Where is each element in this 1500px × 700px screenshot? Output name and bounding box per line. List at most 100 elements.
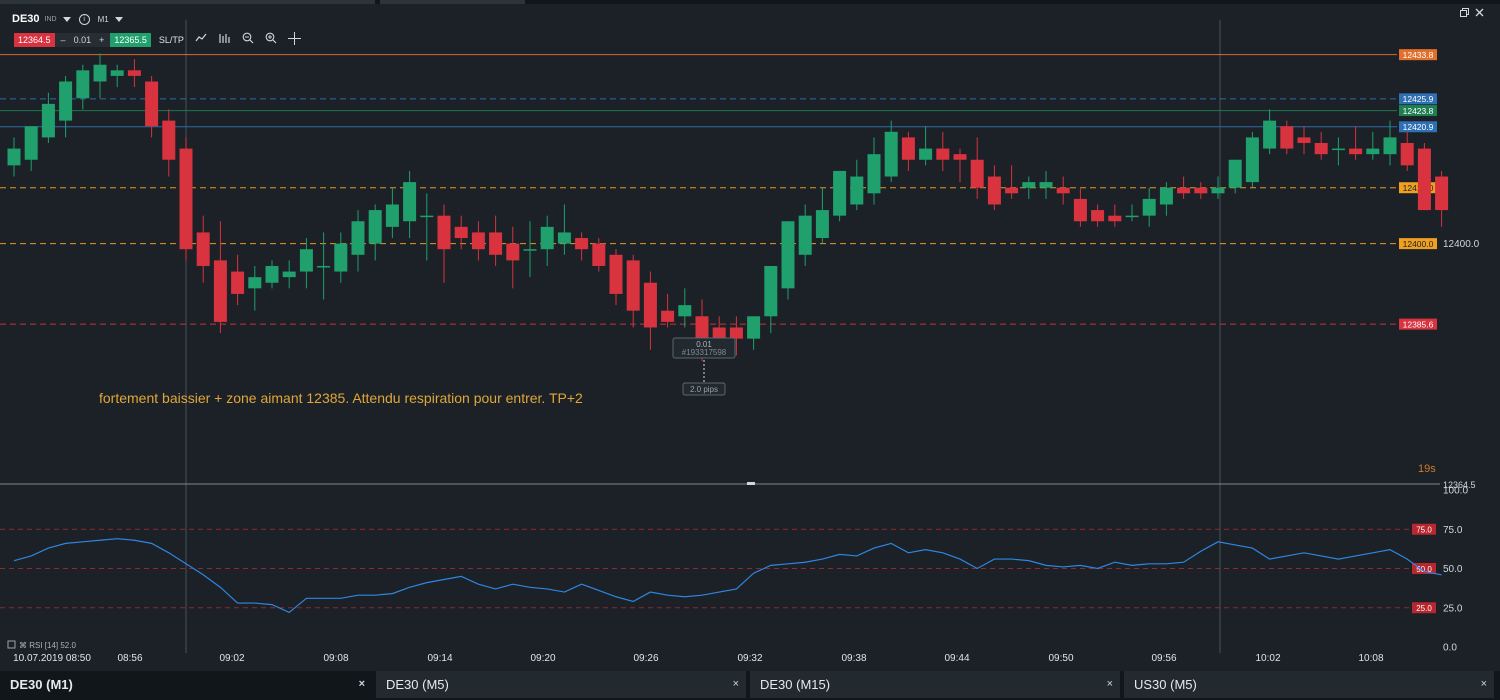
lot-value[interactable]: 0.01 bbox=[73, 34, 92, 45]
sell-button[interactable]: 12364.5 bbox=[14, 32, 55, 47]
pips-box bbox=[682, 382, 726, 396]
candle-body bbox=[162, 120, 176, 160]
chart-annotation[interactable]: fortement baissier + zone aimant 12385. … bbox=[99, 390, 583, 406]
lot-decrease-button[interactable]: – bbox=[60, 34, 66, 45]
candle-body bbox=[695, 316, 709, 345]
symbol-name[interactable]: DE30 bbox=[12, 13, 40, 25]
x-axis-tick-label: 09:38 bbox=[841, 653, 866, 664]
rsi-axis-tick-label: 75.0 bbox=[1443, 525, 1463, 536]
tab-us30-m5[interactable]: US30 (M5) × bbox=[1124, 671, 1494, 698]
crosshair-icon[interactable] bbox=[287, 31, 301, 48]
tab-label: DE30 (M15) bbox=[760, 677, 831, 692]
candle-body bbox=[1159, 187, 1173, 205]
candle-body bbox=[867, 154, 881, 194]
tab-close-icon[interactable]: × bbox=[358, 678, 365, 690]
price-level-label: 12425.9 bbox=[1403, 94, 1434, 104]
chart-header: DE30 IND i M1 bbox=[0, 8, 123, 30]
tab-close-icon[interactable]: × bbox=[732, 678, 739, 690]
current-price-label: 12364.5 bbox=[1443, 480, 1476, 490]
top-strip-segment bbox=[0, 0, 375, 4]
candle-body bbox=[24, 126, 38, 160]
tab-de30-m5[interactable]: DE30 (M5) × bbox=[376, 671, 746, 698]
price-level-label-bg bbox=[1399, 105, 1437, 117]
candle-body bbox=[1245, 137, 1259, 183]
candle-body bbox=[523, 249, 537, 251]
tab-label: DE30 (M1) bbox=[10, 677, 73, 692]
candle-body bbox=[1228, 159, 1242, 188]
symbol-dropdown-icon[interactable] bbox=[62, 16, 71, 22]
buy-button[interactable]: 12365.5 bbox=[110, 32, 151, 47]
candle-body bbox=[334, 243, 348, 272]
tab-de30-m15[interactable]: DE30 (M15) × bbox=[750, 671, 1120, 698]
candle-body bbox=[540, 226, 554, 250]
candle-body bbox=[1435, 176, 1449, 211]
order-lot: 0.01 bbox=[696, 340, 712, 349]
tab-close-icon[interactable]: × bbox=[1106, 678, 1113, 690]
lot-increase-button[interactable]: + bbox=[99, 34, 105, 45]
timeframe-dropdown-icon[interactable] bbox=[114, 16, 123, 22]
order-box[interactable] bbox=[672, 337, 736, 359]
tab-de30-m1[interactable]: DE30 (M1) × bbox=[0, 671, 372, 698]
x-axis-tick-label: 08:56 bbox=[117, 653, 142, 664]
chart-canvas[interactable]: 12433.812425.912423.812420.912410.012400… bbox=[0, 0, 1500, 671]
lot-stepper[interactable]: – 0.01 + bbox=[54, 32, 111, 47]
candle-body bbox=[282, 271, 296, 278]
x-axis-tick-label: 09:14 bbox=[427, 653, 452, 664]
candle-body bbox=[1142, 198, 1156, 216]
candle-body bbox=[901, 137, 915, 160]
y-axis-tick-label: 12400.0 bbox=[1443, 239, 1480, 250]
candle-body bbox=[936, 148, 950, 160]
tab-label: US30 (M5) bbox=[1134, 677, 1197, 692]
timeframe-selector[interactable]: M1 bbox=[97, 14, 109, 24]
rsi-legend[interactable]: ⌘ RSI [14] 52.0 bbox=[19, 641, 76, 650]
candle-body bbox=[1211, 187, 1225, 194]
candle-body bbox=[1108, 215, 1122, 222]
line-chart-icon[interactable] bbox=[195, 33, 207, 46]
candle-body bbox=[1349, 148, 1363, 155]
candle-body bbox=[626, 260, 640, 311]
candle-body bbox=[41, 103, 55, 138]
candle-body bbox=[1297, 137, 1311, 143]
candle-body bbox=[833, 170, 847, 216]
zoom-in-icon[interactable] bbox=[265, 32, 277, 47]
candle-body bbox=[643, 282, 657, 328]
candle-body bbox=[265, 265, 279, 283]
info-icon[interactable]: i bbox=[78, 13, 90, 25]
zoom-out-icon[interactable] bbox=[242, 32, 254, 47]
rsi-line bbox=[13, 538, 1442, 614]
indicators-icon[interactable] bbox=[218, 33, 231, 47]
candle-body bbox=[1073, 198, 1087, 222]
pane-resize-handle[interactable] bbox=[747, 482, 755, 485]
x-axis-tick-label: 10:08 bbox=[1358, 653, 1383, 664]
rsi-axis-tick-label: 25.0 bbox=[1443, 603, 1463, 614]
candle-body bbox=[471, 232, 485, 250]
candle-body bbox=[248, 277, 262, 289]
candle-body bbox=[1417, 148, 1431, 211]
rsi-level-label-bg bbox=[1412, 563, 1436, 574]
candle-body bbox=[403, 182, 417, 222]
candle-body bbox=[59, 81, 73, 121]
candle-body bbox=[1022, 182, 1036, 188]
candle-body bbox=[93, 64, 107, 82]
tab-close-icon[interactable]: × bbox=[1480, 678, 1487, 690]
candle-body bbox=[506, 243, 520, 261]
candle-body bbox=[213, 260, 227, 322]
price-level-label: 12423.8 bbox=[1403, 106, 1434, 116]
candle-body bbox=[179, 148, 193, 250]
x-axis-tick-label: 09:20 bbox=[530, 653, 555, 664]
x-axis-tick-label: 09:50 bbox=[1048, 653, 1073, 664]
rsi-axis-tick-label: 50.0 bbox=[1443, 564, 1463, 575]
candle-body bbox=[1125, 215, 1139, 218]
candle-body bbox=[127, 70, 141, 76]
top-strip bbox=[0, 0, 1500, 4]
close-icon[interactable] bbox=[1475, 8, 1484, 20]
candle-body bbox=[970, 159, 984, 188]
x-axis-tick-label: 09:56 bbox=[1151, 653, 1176, 664]
sltp-button[interactable]: SL/TP bbox=[158, 34, 184, 45]
candle-body bbox=[110, 70, 124, 76]
candle-body bbox=[7, 148, 21, 166]
restore-icon[interactable] bbox=[1460, 8, 1469, 20]
x-axis-tick-label: 10.07.2019 08:50 bbox=[13, 653, 91, 664]
price-level-label: 12433.8 bbox=[1403, 50, 1434, 60]
price-level-label-bg bbox=[1399, 238, 1437, 250]
